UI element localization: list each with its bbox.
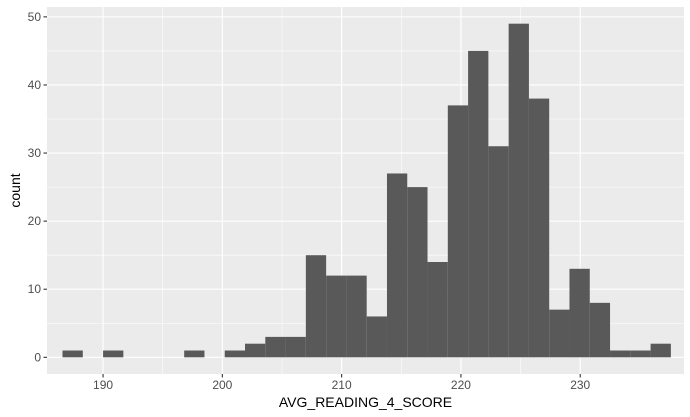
histogram-bar <box>224 350 246 358</box>
x-axis-title: AVG_READING_4_SCORE <box>279 394 452 410</box>
x-tick-label: 220 <box>451 378 471 392</box>
histogram-bar <box>508 23 529 358</box>
histogram-bar <box>650 343 671 358</box>
histogram-bar <box>265 336 286 358</box>
histogram-bar <box>610 350 631 358</box>
histogram-bar <box>630 350 651 358</box>
histogram-bar <box>285 336 306 358</box>
y-tick-label: 10 <box>28 282 42 296</box>
histogram-bar <box>528 98 550 358</box>
histogram-bars <box>62 23 671 358</box>
histogram-bar <box>589 302 611 358</box>
y-tick-label: 20 <box>28 214 42 228</box>
y-axis-ticks: 0 10 20 30 40 50 <box>28 10 47 364</box>
histogram-bar <box>488 146 509 358</box>
y-tick-label: 50 <box>28 10 42 24</box>
histogram-bar <box>468 50 489 358</box>
histogram-bar <box>569 268 590 358</box>
x-tick-label: 210 <box>332 378 352 392</box>
histogram-bar <box>326 275 347 358</box>
y-tick-label: 30 <box>28 146 42 160</box>
x-axis-ticks: 190 200 210 220 230 <box>93 374 591 392</box>
histogram-bar <box>427 261 448 358</box>
histogram-bar <box>447 105 469 358</box>
histogram-bar <box>305 255 327 358</box>
histogram-bar <box>62 350 83 358</box>
histogram-bar <box>346 275 367 358</box>
y-axis-title: count <box>7 173 23 207</box>
y-tick-label: 40 <box>28 78 42 92</box>
x-tick-label: 190 <box>93 378 113 392</box>
histogram-bar <box>407 187 428 358</box>
x-tick-label: 230 <box>570 378 590 392</box>
histogram-bar <box>103 350 124 358</box>
histogram-bar <box>184 350 205 358</box>
y-tick-label: 0 <box>34 350 41 364</box>
histogram-bar <box>549 309 570 358</box>
histogram-bar <box>366 316 387 358</box>
x-tick-label: 200 <box>212 378 232 392</box>
histogram-bar <box>245 343 266 358</box>
histogram-bar <box>386 173 408 358</box>
